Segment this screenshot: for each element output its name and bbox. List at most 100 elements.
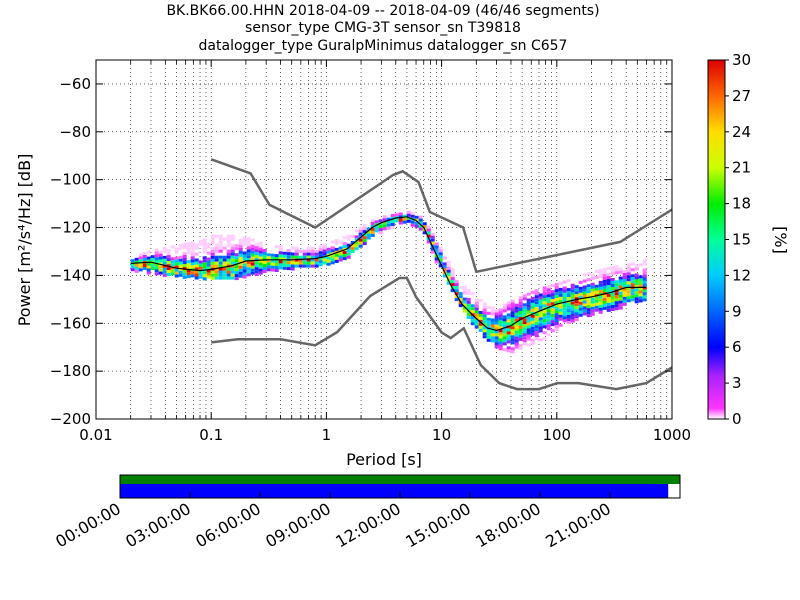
y-tick-label: −80 [59, 123, 91, 141]
heatmap-cell [162, 258, 167, 262]
heatmap-cell [542, 319, 547, 323]
heatmap-cell [606, 282, 611, 285]
heatmap-cell [610, 296, 615, 299]
heatmap-cell [490, 312, 495, 316]
heatmap-cell [214, 270, 219, 274]
heatmap-cell [602, 271, 607, 274]
heatmap-cell [554, 283, 559, 287]
heatmap-cell [518, 322, 523, 326]
heatmap-cell [414, 215, 419, 219]
heatmap-cell [246, 261, 251, 265]
heatmap-cell [250, 262, 255, 266]
heatmap-cell [462, 285, 467, 289]
heatmap-cell [154, 272, 159, 276]
heatmap-cell [298, 264, 303, 268]
heatmap-cell [162, 264, 167, 268]
heatmap-cell [138, 262, 143, 266]
heatmap-cell [642, 292, 647, 296]
heatmap-cell [158, 271, 163, 275]
heatmap-cell [482, 320, 487, 324]
heatmap-cell [218, 273, 223, 277]
heatmap-cell [638, 281, 643, 285]
heatmap-cell [322, 243, 327, 247]
heatmap-cell [202, 271, 207, 275]
heatmap-cell [614, 292, 619, 296]
heatmap-cell [626, 275, 631, 279]
heatmap-cell [466, 306, 471, 310]
heatmap-cell [130, 259, 135, 263]
heatmap-cell [162, 261, 167, 265]
heatmap-cell [162, 255, 167, 259]
heatmap-cell [262, 249, 267, 252]
heatmap-cell [326, 247, 331, 251]
heatmap-cell [438, 246, 443, 250]
heatmap-cell [586, 302, 591, 306]
heatmap-cell [182, 258, 187, 261]
heatmap-cell [226, 276, 231, 280]
heatmap-cell [386, 220, 391, 224]
heatmap-cell [166, 267, 171, 271]
heatmap-cell [514, 321, 519, 325]
heatmap-cell [286, 261, 291, 265]
heatmap-cell [198, 266, 203, 270]
heatmap-cell [618, 270, 623, 274]
heatmap-cell [174, 271, 179, 275]
heatmap-cell [522, 336, 527, 340]
heatmap-cell [258, 256, 263, 260]
heatmap-cell [286, 267, 291, 271]
heatmap-cell [474, 304, 479, 308]
heatmap-cell [566, 294, 571, 297]
heatmap-cell [246, 240, 251, 244]
heatmap-cell [170, 263, 175, 267]
heatmap-cell [550, 317, 555, 321]
heatmap-cell [454, 292, 459, 296]
heatmap-cell [154, 254, 159, 258]
heatmap-cell [226, 249, 231, 253]
heatmap-cell [378, 231, 383, 235]
heatmap-cell [502, 309, 507, 313]
heatmap-cell [198, 272, 203, 276]
heatmap-cell [210, 276, 215, 280]
heatmap-cell [498, 317, 503, 321]
heatmap-cell [510, 332, 515, 336]
heatmap-cell [490, 333, 495, 337]
heatmap-cell [570, 319, 575, 323]
heatmap-cell [530, 332, 535, 336]
heatmap-cell [586, 299, 591, 303]
heatmap-cell [610, 293, 615, 296]
heatmap-cell [598, 304, 603, 308]
heatmap-cell [382, 215, 387, 219]
heatmap-cell [190, 253, 195, 257]
heatmap-cell [306, 246, 311, 250]
heatmap-cell [474, 313, 479, 317]
heatmap-cell [578, 304, 583, 308]
heatmap-cell [642, 259, 647, 263]
heatmap-cell [554, 289, 559, 293]
heatmap-cell [210, 234, 215, 238]
heatmap-cell [458, 292, 463, 296]
heatmap-cell [550, 299, 555, 303]
heatmap-cell [578, 307, 583, 311]
heatmap-cell [558, 311, 563, 315]
heatmap-cell [642, 289, 647, 293]
heatmap-cell [386, 226, 391, 230]
heatmap-cell [510, 299, 515, 303]
heatmap-cell [218, 264, 223, 268]
heatmap-cell [470, 310, 475, 314]
heatmap-cell [602, 276, 607, 280]
heatmap-cell [534, 337, 539, 341]
heatmap-cell [186, 275, 191, 279]
heatmap-cell [566, 309, 571, 312]
heatmap-cell [334, 256, 339, 260]
heatmap-cell [498, 338, 503, 342]
heatmap-cell [154, 248, 159, 252]
heatmap-cell [514, 330, 519, 334]
heatmap-cell [554, 325, 559, 328]
plot-background [96, 60, 672, 419]
heatmap-cell [478, 316, 483, 320]
heatmap-cell [514, 318, 519, 322]
heatmap-cell [378, 222, 383, 226]
heatmap-cell [262, 252, 267, 255]
heatmap-cell [390, 226, 395, 229]
heatmap-cell [530, 302, 535, 306]
